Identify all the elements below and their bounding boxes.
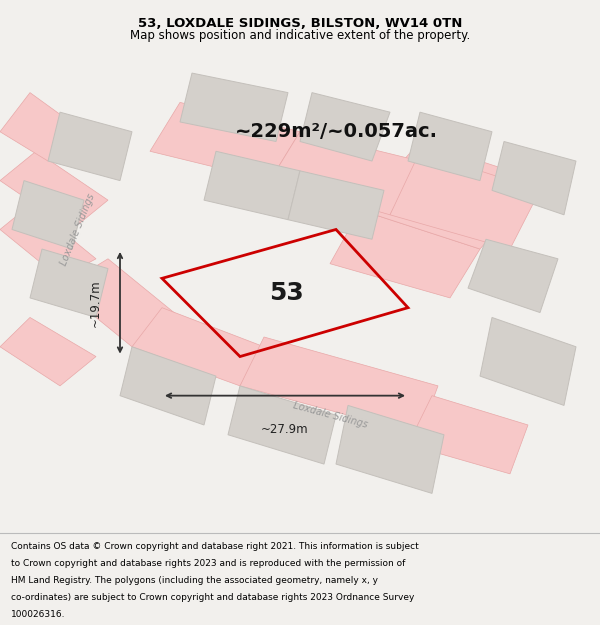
Text: 53, LOXDALE SIDINGS, BILSTON, WV14 0TN: 53, LOXDALE SIDINGS, BILSTON, WV14 0TN — [138, 18, 462, 30]
Text: co-ordinates) are subject to Crown copyright and database rights 2023 Ordnance S: co-ordinates) are subject to Crown copyr… — [11, 593, 414, 602]
Polygon shape — [360, 141, 540, 249]
Polygon shape — [120, 347, 216, 425]
Polygon shape — [408, 112, 492, 181]
Polygon shape — [48, 112, 132, 181]
Text: 100026316.: 100026316. — [11, 610, 65, 619]
Polygon shape — [204, 151, 300, 220]
Polygon shape — [0, 92, 84, 161]
Text: ~229m²/~0.057ac.: ~229m²/~0.057ac. — [235, 122, 437, 141]
Polygon shape — [468, 239, 558, 312]
Polygon shape — [288, 171, 384, 239]
Polygon shape — [60, 259, 180, 347]
Text: HM Land Registry. The polygons (including the associated geometry, namely x, y: HM Land Registry. The polygons (includin… — [11, 576, 378, 585]
Text: Loxdale Sidings: Loxdale Sidings — [292, 401, 368, 430]
Text: to Crown copyright and database rights 2023 and is reproduced with the permissio: to Crown copyright and database rights 2… — [11, 559, 405, 568]
Polygon shape — [408, 396, 528, 474]
Polygon shape — [30, 249, 108, 318]
Polygon shape — [480, 318, 576, 406]
Polygon shape — [132, 308, 264, 386]
Text: Map shows position and indicative extent of the property.: Map shows position and indicative extent… — [130, 29, 470, 42]
Polygon shape — [228, 386, 336, 464]
Polygon shape — [0, 205, 96, 278]
Text: Contains OS data © Crown copyright and database right 2021. This information is : Contains OS data © Crown copyright and d… — [11, 542, 419, 551]
Text: 53: 53 — [269, 281, 304, 305]
Polygon shape — [492, 141, 576, 215]
Polygon shape — [300, 92, 390, 161]
Polygon shape — [0, 318, 96, 386]
Polygon shape — [270, 132, 420, 215]
Polygon shape — [390, 151, 540, 249]
Polygon shape — [240, 337, 438, 435]
Text: ~19.7m: ~19.7m — [89, 279, 102, 327]
Polygon shape — [0, 151, 108, 229]
Polygon shape — [330, 210, 480, 298]
Text: ~27.9m: ~27.9m — [261, 422, 309, 436]
Text: Loxdale Sidings: Loxdale Sidings — [59, 192, 97, 267]
Polygon shape — [150, 102, 300, 181]
Polygon shape — [336, 406, 444, 493]
Polygon shape — [12, 181, 84, 249]
Polygon shape — [180, 73, 288, 141]
